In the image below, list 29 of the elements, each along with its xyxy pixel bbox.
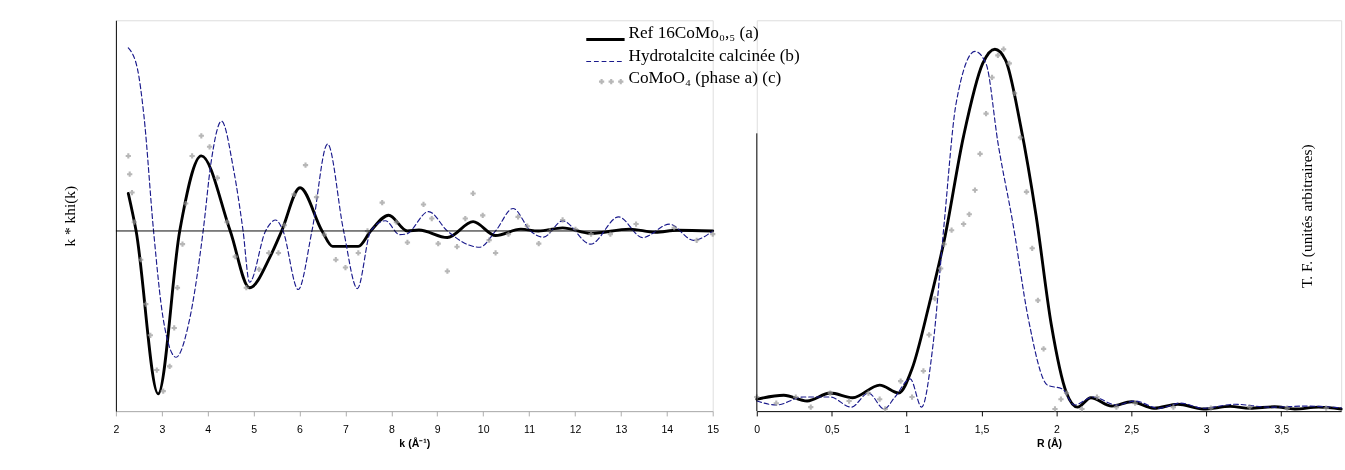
x-tick-label: 10 [477, 422, 490, 435]
x-tick-label: 3,5 [1274, 422, 1290, 435]
x-tick-label: 15 [707, 422, 720, 435]
x-axis-title: R (Å) [1036, 437, 1063, 450]
x-tick-label: 0,5 [824, 422, 840, 435]
x-tick-label: 1 [904, 422, 911, 435]
x-tick-label: 6 [297, 422, 304, 435]
x-tick-label: 2 [113, 422, 120, 435]
legend-label: Hydrotalcite calcinée (b) [628, 45, 800, 65]
y-axis-title: T. F. (unités arbitraires) [1297, 144, 1316, 288]
y-axis-title: k * khi(k) [61, 186, 80, 247]
x-tick-label: 7 [343, 422, 350, 435]
x-tick-label: 1,5 [974, 422, 990, 435]
x-tick-label: 3 [159, 422, 166, 435]
x-tick-label: 12 [569, 422, 582, 435]
legend-label: Ref 16CoMo₀,₅ (a) [628, 23, 759, 43]
legend-label: CoMoO₄ (phase a) (c) [628, 67, 782, 87]
x-axis-title: k (Å⁻¹) [399, 437, 431, 450]
x-tick-label: 11 [524, 422, 536, 435]
x-tick-label: 3 [1203, 422, 1210, 435]
x-tick-label: 14 [661, 422, 674, 435]
x-tick-label: 9 [434, 422, 441, 435]
x-tick-label: 2,5 [1124, 422, 1140, 435]
x-tick-label: 4 [205, 422, 212, 435]
x-tick-label: 0 [754, 422, 761, 435]
x-tick-label: 13 [615, 422, 628, 435]
x-tick-label: 5 [251, 422, 258, 435]
x-tick-label: 2 [1054, 422, 1061, 435]
x-tick-label: 8 [388, 422, 395, 435]
